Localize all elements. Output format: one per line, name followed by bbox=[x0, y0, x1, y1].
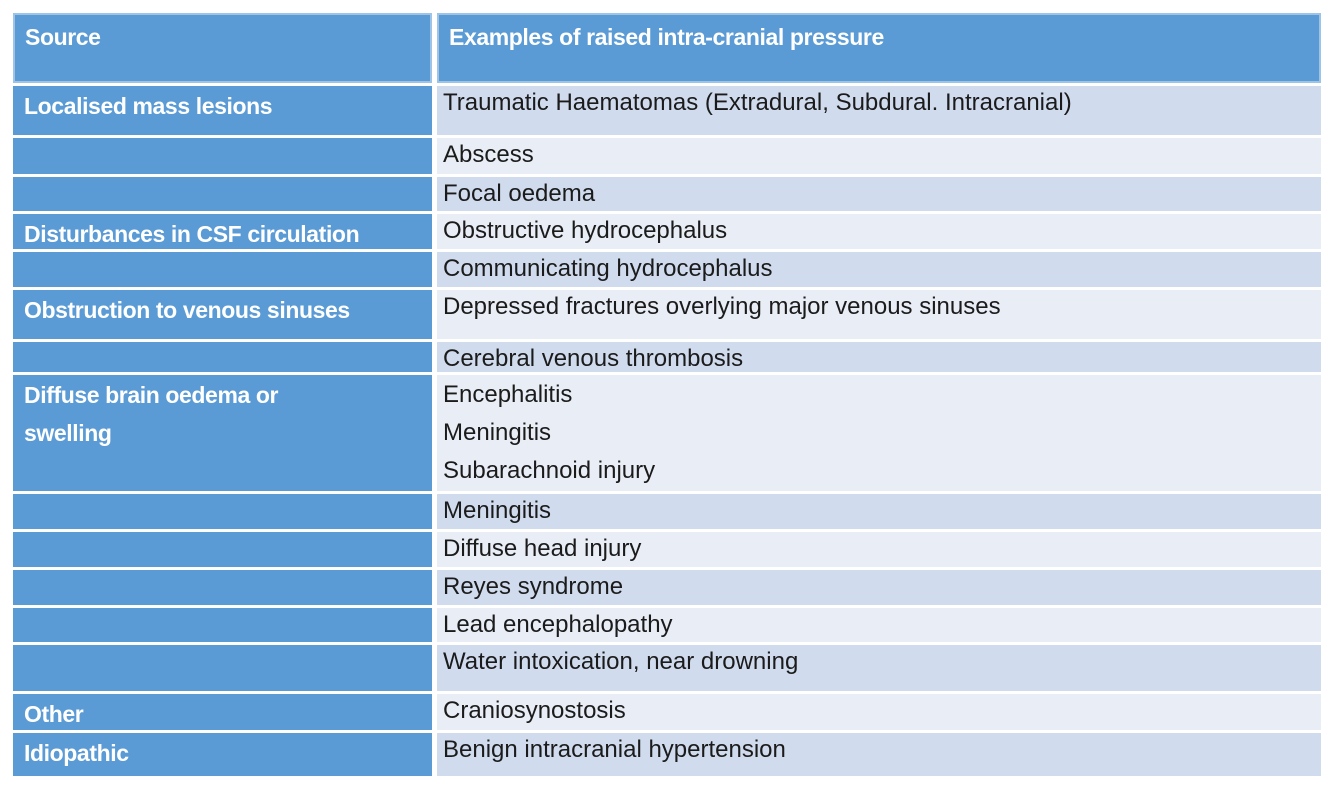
example-cell: Reyes syndrome bbox=[437, 570, 1321, 605]
source-cell: Disturbances in CSF circulation bbox=[13, 214, 432, 249]
example-cell: Encephalitis Meningitis Subarachnoid inj… bbox=[437, 375, 1321, 491]
source-cell: Idiopathic bbox=[13, 733, 432, 776]
example-cell: Diffuse head injury bbox=[437, 532, 1321, 567]
example-cell: Water intoxication, near drowning bbox=[437, 645, 1321, 691]
example-cell: Abscess bbox=[437, 138, 1321, 174]
source-cell bbox=[13, 494, 432, 529]
source-cell: Obstruction to venous sinuses bbox=[13, 290, 432, 339]
raised-icp-table: Source Examples of raised intra-cranial … bbox=[13, 13, 1321, 776]
source-cell bbox=[13, 532, 432, 567]
example-cell: Cerebral venous thrombosis bbox=[437, 342, 1321, 372]
source-cell bbox=[13, 138, 432, 174]
source-cell bbox=[13, 570, 432, 605]
example-cell: Craniosynostosis bbox=[437, 694, 1321, 730]
example-cell: Depressed fractures overlying major veno… bbox=[437, 290, 1321, 339]
source-column-header: Source bbox=[13, 13, 432, 83]
source-cell bbox=[13, 252, 432, 287]
source-cell: Localised mass lesions bbox=[13, 86, 432, 135]
example-cell: Meningitis bbox=[437, 494, 1321, 529]
source-cell: Other bbox=[13, 694, 432, 730]
example-cell: Lead encephalopathy bbox=[437, 608, 1321, 642]
example-cell: Obstructive hydrocephalus bbox=[437, 214, 1321, 249]
example-cell: Traumatic Haematomas (Extradural, Subdur… bbox=[437, 86, 1321, 135]
source-cell: Diffuse brain oedema or swelling bbox=[13, 375, 432, 491]
example-cell: Benign intracranial hypertension bbox=[437, 733, 1321, 776]
example-cell: Focal oedema bbox=[437, 177, 1321, 211]
example-cell: Communicating hydrocephalus bbox=[437, 252, 1321, 287]
source-cell bbox=[13, 608, 432, 642]
source-cell bbox=[13, 645, 432, 691]
source-cell bbox=[13, 342, 432, 372]
examples-column-header: Examples of raised intra-cranial pressur… bbox=[437, 13, 1321, 83]
source-cell bbox=[13, 177, 432, 211]
